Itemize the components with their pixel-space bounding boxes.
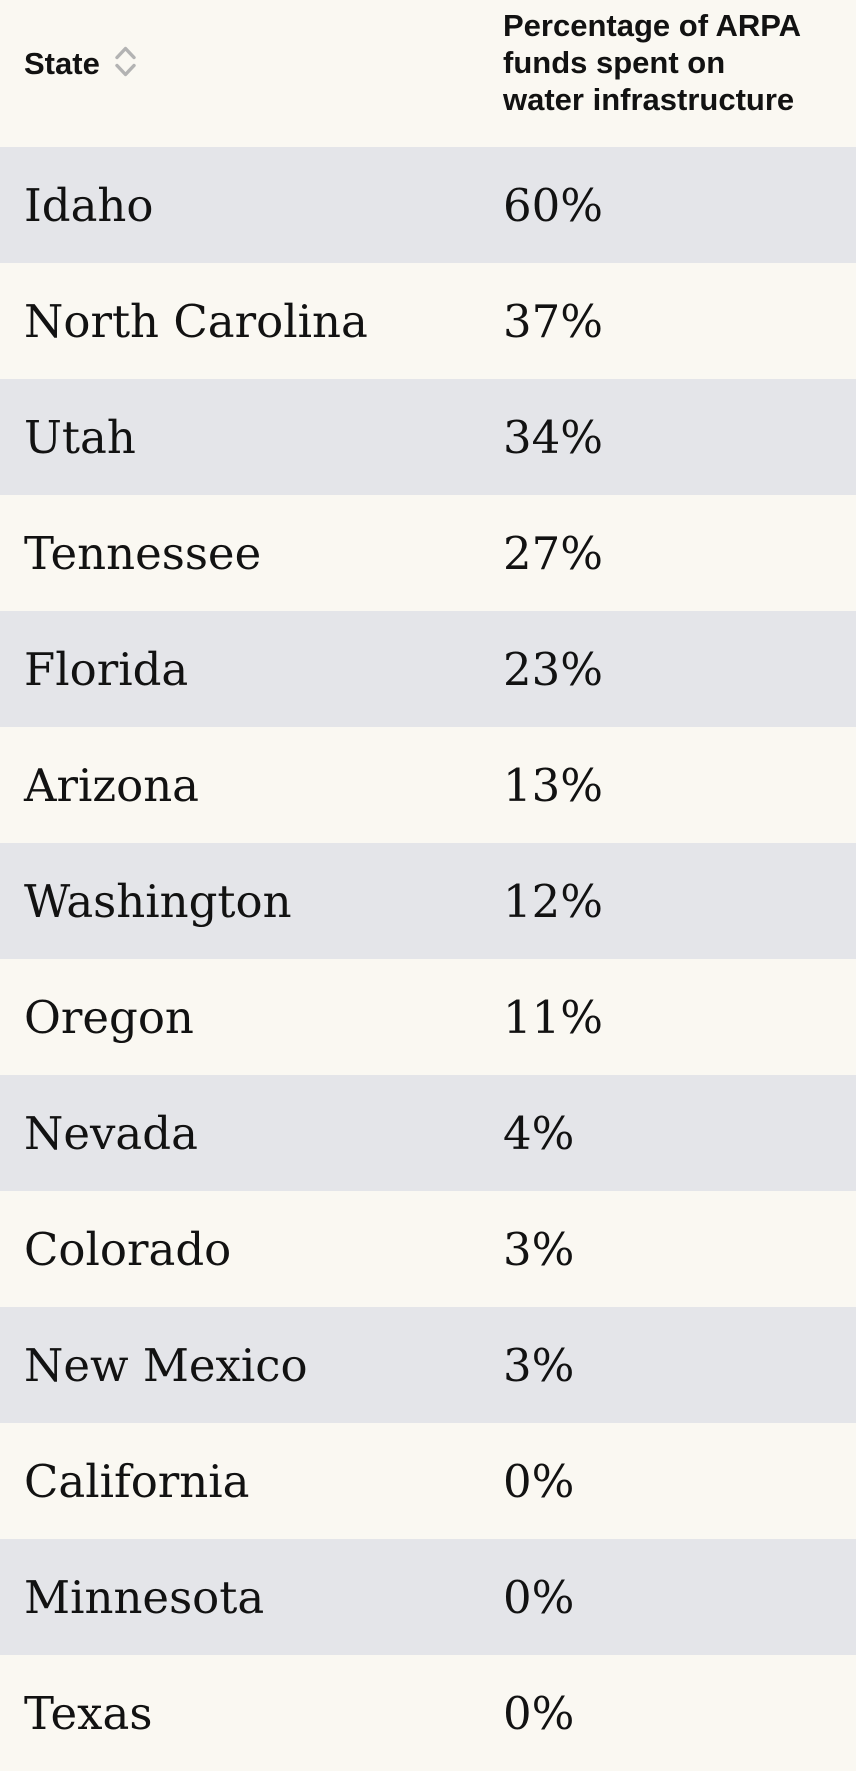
table-row: Colorado 3% bbox=[0, 1191, 856, 1307]
percentage-column-header: Percentage of ARPA funds spent on water … bbox=[479, 0, 856, 147]
percentage-cell: 3% bbox=[479, 1191, 856, 1307]
state-cell: Idaho bbox=[0, 147, 479, 263]
table-row: Tennessee 27% bbox=[0, 495, 856, 611]
state-cell: Minnesota bbox=[0, 1539, 479, 1655]
percentage-cell: 23% bbox=[479, 611, 856, 727]
percentage-cell: 34% bbox=[479, 379, 856, 495]
percentage-cell: 60% bbox=[479, 147, 856, 263]
header-row: State Percentage of ARPA funds spent on … bbox=[0, 0, 856, 147]
state-cell: Texas bbox=[0, 1655, 479, 1771]
table-row: Idaho 60% bbox=[0, 147, 856, 263]
table-row: Texas 0% bbox=[0, 1655, 856, 1771]
sort-chevrons-icon[interactable] bbox=[114, 45, 137, 78]
state-cell: Colorado bbox=[0, 1191, 479, 1307]
percentage-cell: 0% bbox=[479, 1539, 856, 1655]
state-cell: Oregon bbox=[0, 959, 479, 1075]
percentage-cell: 0% bbox=[479, 1655, 856, 1771]
table-row: Nevada 4% bbox=[0, 1075, 856, 1191]
percentage-header-label: Percentage of ARPA funds spent on water … bbox=[503, 8, 802, 117]
state-column-header[interactable]: State bbox=[0, 0, 479, 147]
table-row: Minnesota 0% bbox=[0, 1539, 856, 1655]
table-header: State Percentage of ARPA funds spent on … bbox=[0, 0, 856, 147]
table-row: Arizona 13% bbox=[0, 727, 856, 843]
state-cell: Florida bbox=[0, 611, 479, 727]
state-cell: Utah bbox=[0, 379, 479, 495]
table-row: California 0% bbox=[0, 1423, 856, 1539]
percentage-cell: 37% bbox=[479, 263, 856, 379]
state-cell: Nevada bbox=[0, 1075, 479, 1191]
percentage-cell: 12% bbox=[479, 843, 856, 959]
state-cell: Washington bbox=[0, 843, 479, 959]
state-cell: North Carolina bbox=[0, 263, 479, 379]
state-header-label: State bbox=[24, 46, 100, 82]
table-row: Oregon 11% bbox=[0, 959, 856, 1075]
state-cell: California bbox=[0, 1423, 479, 1539]
state-cell: Arizona bbox=[0, 727, 479, 843]
table-body: Idaho 60% North Carolina 37% Utah 34% Te… bbox=[0, 147, 856, 1771]
table-row: Florida 23% bbox=[0, 611, 856, 727]
state-cell: New Mexico bbox=[0, 1307, 479, 1423]
percentage-cell: 13% bbox=[479, 727, 856, 843]
state-cell: Tennessee bbox=[0, 495, 479, 611]
percentage-cell: 3% bbox=[479, 1307, 856, 1423]
percentage-cell: 0% bbox=[479, 1423, 856, 1539]
percentage-cell: 4% bbox=[479, 1075, 856, 1191]
table-row: New Mexico 3% bbox=[0, 1307, 856, 1423]
table-row: Utah 34% bbox=[0, 379, 856, 495]
percentage-cell: 27% bbox=[479, 495, 856, 611]
percentage-cell: 11% bbox=[479, 959, 856, 1075]
table-row: North Carolina 37% bbox=[0, 263, 856, 379]
table-row: Washington 12% bbox=[0, 843, 856, 959]
